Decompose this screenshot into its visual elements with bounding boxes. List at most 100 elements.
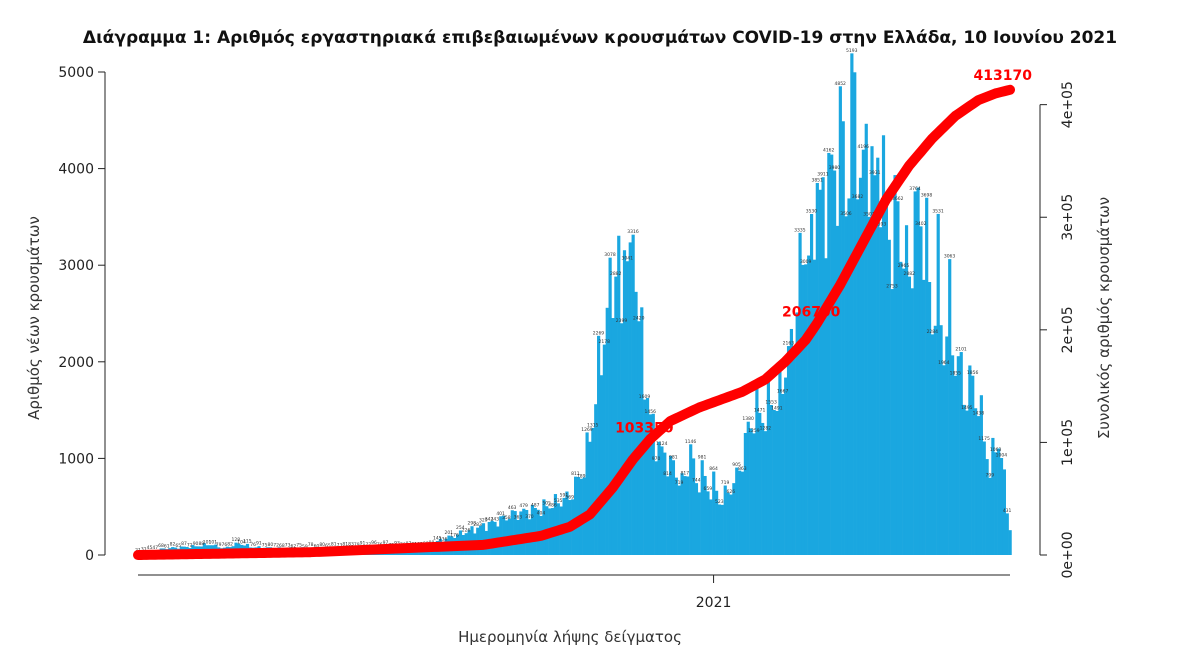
bar-value-label: 3506: [840, 211, 852, 217]
bar: [700, 460, 704, 555]
bar: [720, 504, 724, 555]
bar: [838, 86, 842, 556]
bar-value-label: 2269: [593, 330, 605, 336]
bar-value-label: 3764: [909, 186, 921, 192]
bar-value-label: 463: [508, 505, 517, 511]
bar-value-label: 719: [675, 480, 684, 486]
bar-value-label: 68: [158, 543, 164, 549]
bar: [749, 428, 753, 555]
bar-value-label: 1855: [950, 370, 962, 376]
bar-value-label: 145: [433, 535, 442, 541]
y2-tick-label: 0e+00: [1060, 531, 1076, 578]
bar: [614, 276, 618, 555]
bar-value-label: 659: [704, 486, 713, 492]
x-axis-label: Ημερομηνία λήψης δείγματος: [458, 628, 682, 646]
bar: [784, 377, 788, 555]
bar-value-label: 45: [147, 545, 153, 551]
bar-value-label: 2399: [616, 318, 628, 324]
bar-value-label: 83: [348, 541, 354, 547]
bar: [752, 433, 756, 555]
bar: [781, 393, 785, 555]
bar-value-label: 1146: [685, 439, 697, 445]
bar: [490, 520, 494, 555]
bar-value-label: 431: [1003, 508, 1012, 514]
bar: [525, 509, 529, 555]
bar: [870, 146, 874, 555]
bar-value-label: 2163: [783, 341, 795, 347]
bar: [668, 455, 673, 555]
bar-value-label: 789: [577, 473, 586, 479]
bar: [481, 523, 486, 555]
bar: [697, 492, 701, 555]
bar: [522, 508, 526, 555]
bar-value-label: 1175: [978, 436, 990, 442]
bar: [999, 458, 1004, 555]
bar: [645, 398, 650, 555]
bar: [663, 452, 667, 555]
bar-value-label: 75: [296, 542, 302, 548]
y2-tick-label: 2e+05: [1060, 306, 1076, 353]
bar-value-label: 1315: [587, 422, 599, 428]
bar-value-label: 814: [663, 471, 672, 477]
bar-value-label: 370: [525, 514, 534, 520]
bar-value-label: 31: [141, 547, 147, 553]
bar-value-label: 76: [221, 542, 227, 548]
bar: [1002, 469, 1006, 555]
bar-value-label: 2420: [633, 316, 645, 322]
bar-value-label: 72: [273, 543, 279, 549]
left-axis: 0 1000 2000 3000 4000 5000: [58, 65, 106, 564]
bar-value-label: 2882: [610, 271, 622, 277]
bar-value-label: 91: [360, 541, 366, 547]
bar: [666, 476, 670, 555]
bar: [910, 288, 914, 555]
bar-value-label: 343: [491, 516, 500, 522]
bar: [530, 504, 535, 555]
bar: [879, 227, 883, 556]
bar-value-label: 1269: [581, 427, 593, 433]
bar-value-label: 3851: [811, 177, 823, 183]
bar: [706, 491, 710, 555]
bottom-axis: 2021: [138, 574, 1010, 611]
bar: [942, 365, 946, 555]
bar-value-label: 4196: [858, 144, 870, 150]
y-tick-label: 5000: [58, 65, 94, 81]
bar: [769, 404, 773, 555]
bar-value-label: 79: [216, 542, 222, 548]
bar: [830, 154, 834, 555]
bar: [985, 459, 989, 555]
y-tick-label: 1000: [58, 451, 94, 467]
bar: [703, 475, 707, 555]
bar-value-label: 744: [692, 478, 701, 484]
bar: [997, 448, 1001, 555]
bar: [913, 191, 917, 555]
bar: [683, 476, 687, 555]
bar-value-label: 970: [652, 456, 661, 462]
bar: [723, 485, 727, 555]
bar: [640, 307, 644, 555]
bar: [588, 441, 592, 555]
bar-value-label: 3402: [915, 221, 927, 227]
bar: [622, 250, 627, 556]
bar-value-label: 97: [383, 540, 389, 546]
bar: [755, 387, 759, 555]
bar: [907, 276, 912, 555]
bar: [850, 53, 854, 556]
bar: [930, 334, 935, 555]
bar-value-label: 2753: [886, 284, 898, 290]
bar-value-label: 1609: [639, 394, 651, 400]
bar-value-label: 486: [548, 503, 557, 509]
bar: [896, 201, 900, 555]
bar-value-label: 101: [209, 540, 218, 546]
bar: [959, 352, 963, 555]
bar-value-label: 76: [250, 542, 256, 548]
bar-value-label: 59: [302, 544, 308, 550]
bar-value-label: 1495: [961, 405, 973, 411]
bar-value-label: 2965: [898, 263, 910, 269]
bar: [858, 177, 863, 555]
bar: [789, 328, 794, 555]
annotations-group: 103350 206700 413170: [615, 68, 1032, 437]
bar-value-label: 864: [709, 466, 718, 472]
bar: [574, 476, 578, 555]
bar: [553, 494, 558, 555]
bar-value-label: 96: [371, 540, 377, 546]
